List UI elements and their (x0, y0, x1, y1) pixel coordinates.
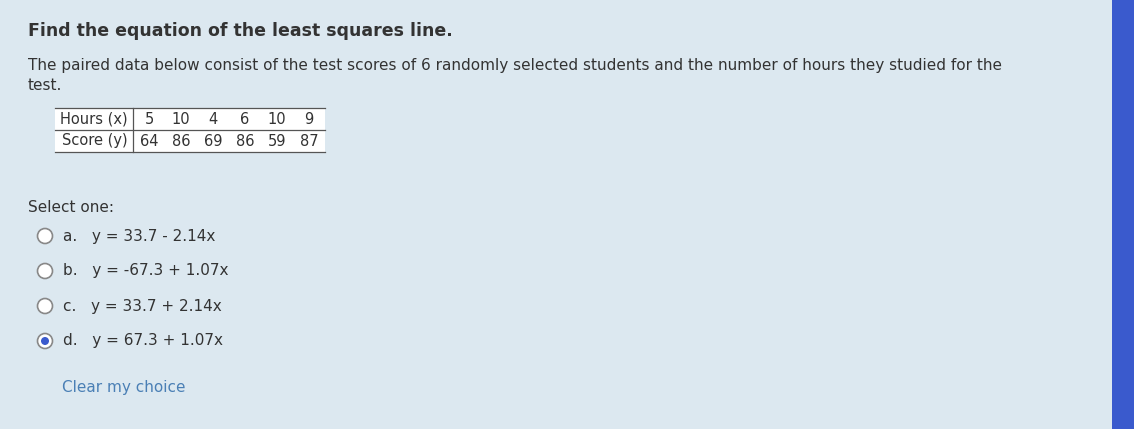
Text: 86: 86 (171, 133, 191, 148)
Circle shape (37, 299, 52, 314)
Text: b.   y = -67.3 + 1.07x: b. y = -67.3 + 1.07x (64, 263, 228, 278)
Text: 64: 64 (139, 133, 159, 148)
Circle shape (37, 263, 52, 278)
Text: Hours (x): Hours (x) (60, 112, 128, 127)
Text: 6: 6 (240, 112, 249, 127)
Text: a.   y = 33.7 - 2.14x: a. y = 33.7 - 2.14x (64, 229, 215, 244)
Text: Find the equation of the least squares line.: Find the equation of the least squares l… (28, 22, 452, 40)
Text: The paired data below consist of the test scores of 6 randomly selected students: The paired data below consist of the tes… (28, 58, 1002, 73)
Text: test.: test. (28, 78, 62, 93)
Text: 10: 10 (268, 112, 286, 127)
Circle shape (37, 229, 52, 244)
Circle shape (37, 333, 52, 348)
Text: 69: 69 (204, 133, 222, 148)
Text: 5: 5 (144, 112, 153, 127)
Bar (1112, 0, 1134, 429)
Text: 86: 86 (236, 133, 254, 148)
Text: 9: 9 (304, 112, 314, 127)
Text: 4: 4 (209, 112, 218, 127)
Text: d.   y = 67.3 + 1.07x: d. y = 67.3 + 1.07x (64, 333, 223, 348)
Text: Clear my choice: Clear my choice (62, 380, 186, 395)
Text: Select one:: Select one: (28, 200, 115, 215)
Text: c.   y = 33.7 + 2.14x: c. y = 33.7 + 2.14x (64, 299, 222, 314)
Bar (56, 108, 325, 152)
Text: 87: 87 (299, 133, 319, 148)
Text: 10: 10 (171, 112, 191, 127)
Text: Score (y): Score (y) (62, 133, 128, 148)
Text: 59: 59 (268, 133, 286, 148)
Circle shape (41, 337, 49, 345)
